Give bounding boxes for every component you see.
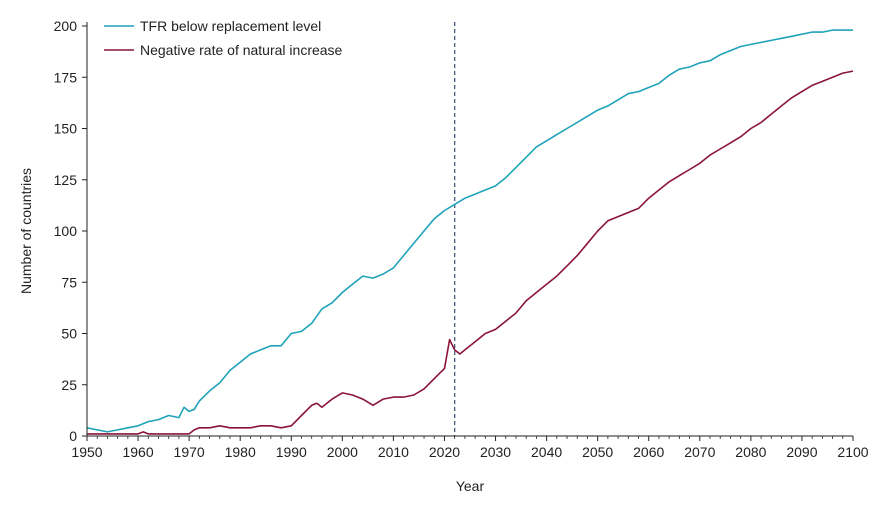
x-tick-label: 2080	[735, 444, 766, 460]
x-tick-label: 2020	[429, 444, 460, 460]
x-tick-label: 2090	[786, 444, 817, 460]
x-tick-label: 1980	[225, 444, 256, 460]
y-tick-label: 50	[61, 326, 77, 342]
series-line-tfr	[86, 29, 853, 433]
x-tick-label: 2050	[582, 444, 613, 460]
y-axis: 0 25 50 75 100 125 150 175 200	[54, 18, 88, 444]
x-tick-label: 2100	[837, 444, 868, 460]
x-tick-label: 1990	[276, 444, 307, 460]
y-axis-title: Number of countries	[18, 168, 34, 294]
x-axis-title: Year	[456, 478, 485, 494]
y-tick-label: 125	[54, 172, 78, 188]
x-tick-label: 1950	[71, 444, 102, 460]
y-tick-label: 75	[61, 274, 77, 290]
legend: TFR below replacement level Negative rat…	[104, 18, 343, 58]
y-tick-label: 200	[54, 18, 78, 34]
y-tick-label: 175	[54, 69, 78, 85]
legend-label-negative-increase: Negative rate of natural increase	[140, 42, 343, 58]
series-line-negative-increase	[87, 70, 854, 435]
y-tick-label: 25	[61, 377, 77, 393]
x-tick-label: 2060	[633, 444, 664, 460]
y-tick-label: 150	[54, 121, 78, 137]
x-axis: 1950 1960 1970 1980 1990 2000 2010 2020 2030 2040…	[71, 435, 869, 460]
plot-area	[86, 22, 854, 436]
x-tick-label: 2000	[327, 444, 358, 460]
x-tick-label: 2010	[378, 444, 409, 460]
x-tick-label: 1960	[122, 444, 153, 460]
x-tick-label: 1970	[174, 444, 205, 460]
x-tick-label: 2070	[684, 444, 715, 460]
x-tick-label: 2040	[531, 444, 562, 460]
y-tick-label: 0	[69, 428, 77, 444]
y-tick-label: 100	[54, 223, 78, 239]
legend-label-tfr: TFR below replacement level	[140, 18, 321, 34]
x-tick-label: 2030	[480, 444, 511, 460]
